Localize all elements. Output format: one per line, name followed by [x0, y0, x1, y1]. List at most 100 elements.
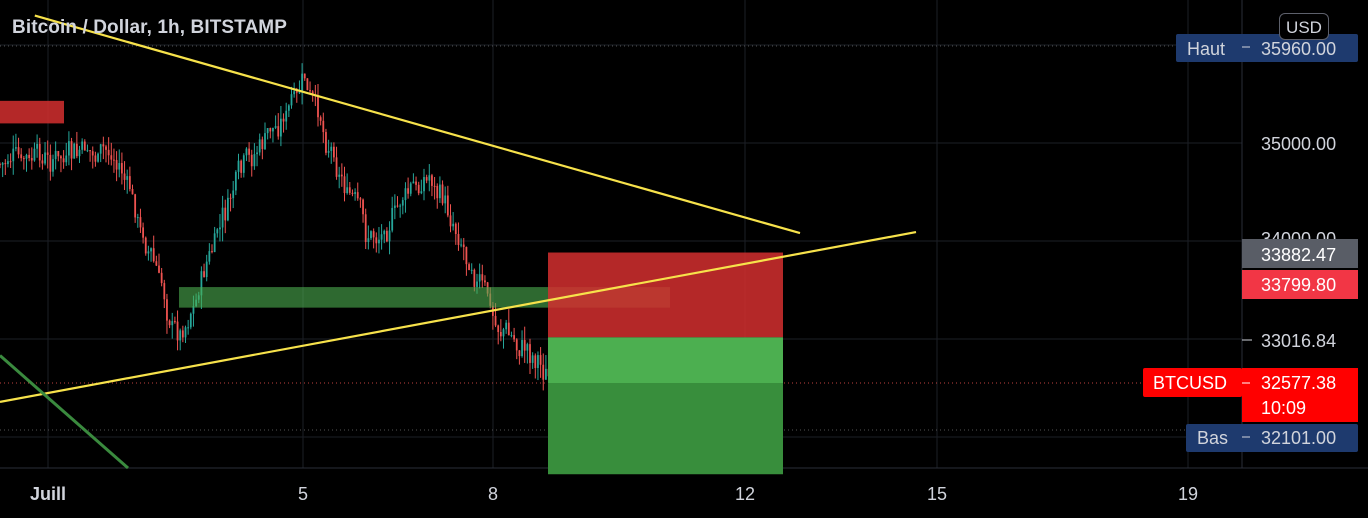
candle-body	[118, 163, 121, 170]
candle-body	[465, 246, 468, 265]
candle-body	[20, 154, 23, 159]
candle-body	[160, 272, 163, 284]
candle-body	[462, 244, 465, 247]
candle-body	[0, 164, 1, 166]
candle-body	[319, 117, 322, 121]
green-diagonal-line	[0, 354, 129, 470]
candle-body	[158, 265, 160, 273]
candle-body	[372, 231, 375, 238]
candle-body	[81, 141, 84, 150]
candle-body	[144, 237, 147, 254]
candle-body	[68, 141, 70, 156]
candle-body	[25, 154, 28, 159]
candle-body	[412, 181, 415, 184]
high-label-text: Haut	[1187, 39, 1225, 59]
candle-body	[362, 199, 364, 215]
profit-zone-lower	[548, 383, 783, 475]
candle-body	[245, 148, 248, 156]
candle-body	[126, 176, 129, 180]
candle-body	[351, 192, 354, 194]
candle-body	[280, 118, 282, 137]
candle-body	[9, 161, 12, 163]
candle-body	[258, 139, 261, 153]
candle-body	[174, 321, 176, 323]
candle-body	[33, 148, 36, 161]
candle-body	[386, 230, 388, 242]
candle-body	[60, 156, 62, 159]
candle-body	[346, 187, 349, 194]
candle-body	[484, 280, 486, 283]
candle-body	[94, 155, 97, 162]
candle-body	[224, 207, 227, 221]
candle-body	[187, 327, 190, 329]
candle-body	[134, 194, 137, 218]
candle-body	[401, 200, 404, 206]
candle-body	[542, 364, 545, 380]
time-tick-label: 5	[298, 484, 308, 504]
candle-body	[256, 152, 258, 155]
candle-body	[49, 154, 52, 172]
candle-body	[1, 163, 4, 165]
candle-body	[136, 217, 139, 219]
candle-body	[499, 332, 502, 337]
candle-body	[17, 147, 20, 155]
current-price-box	[1242, 368, 1358, 422]
candle-body	[163, 283, 166, 300]
candle-body	[253, 154, 256, 167]
candle-body	[128, 176, 131, 190]
candle-body	[147, 251, 150, 254]
candle-body	[423, 177, 425, 192]
candle-body	[208, 251, 211, 262]
candle-body	[399, 205, 402, 207]
candle-body	[65, 155, 68, 163]
candle-body	[221, 207, 224, 228]
candle-body	[521, 340, 523, 357]
candle-body	[441, 184, 444, 204]
candle-body	[391, 207, 394, 231]
bar-countdown: 10:09	[1261, 398, 1306, 418]
candle-body	[518, 350, 521, 357]
candle-body	[380, 234, 383, 240]
candle-body	[531, 355, 534, 363]
candle-body	[431, 175, 433, 186]
time-tick-label: 15	[927, 484, 947, 504]
candle-body	[513, 335, 515, 340]
candle-body	[110, 155, 113, 160]
candle-body	[107, 149, 110, 156]
candle-body	[378, 239, 380, 244]
candle-body	[287, 105, 290, 111]
candle-body	[457, 233, 460, 245]
candle-body	[454, 223, 457, 234]
candle-body	[142, 227, 144, 238]
candle-body	[367, 238, 370, 243]
symbol-label-box	[1143, 368, 1242, 397]
candle-body	[407, 188, 409, 194]
descending-trendline	[34, 14, 801, 235]
candle-body	[383, 230, 386, 235]
candle-body	[75, 143, 78, 157]
candle-body	[497, 325, 500, 333]
candle-body	[317, 96, 319, 118]
candle-body	[237, 160, 240, 172]
candle-body	[415, 181, 417, 185]
time-tick-label: 8	[488, 484, 498, 504]
candle-body	[322, 120, 325, 133]
candle-body	[436, 185, 439, 199]
candle-body	[370, 231, 372, 239]
high-label-box	[1176, 34, 1358, 62]
candle-body	[46, 152, 49, 155]
candle-body	[338, 174, 341, 177]
candle-body	[417, 184, 420, 194]
candle-body	[232, 190, 235, 199]
candle-body	[250, 154, 253, 167]
level-1-box	[1242, 239, 1358, 268]
candle-body	[171, 321, 174, 326]
candle-body	[507, 322, 510, 336]
candle-body	[28, 154, 31, 158]
price-tick-35000: 35000.00	[1261, 134, 1336, 154]
candle-body	[274, 126, 277, 128]
currency-button[interactable]: USD	[1279, 13, 1329, 40]
high-label-value: 35960.00	[1261, 39, 1336, 59]
candle-body	[229, 197, 232, 199]
